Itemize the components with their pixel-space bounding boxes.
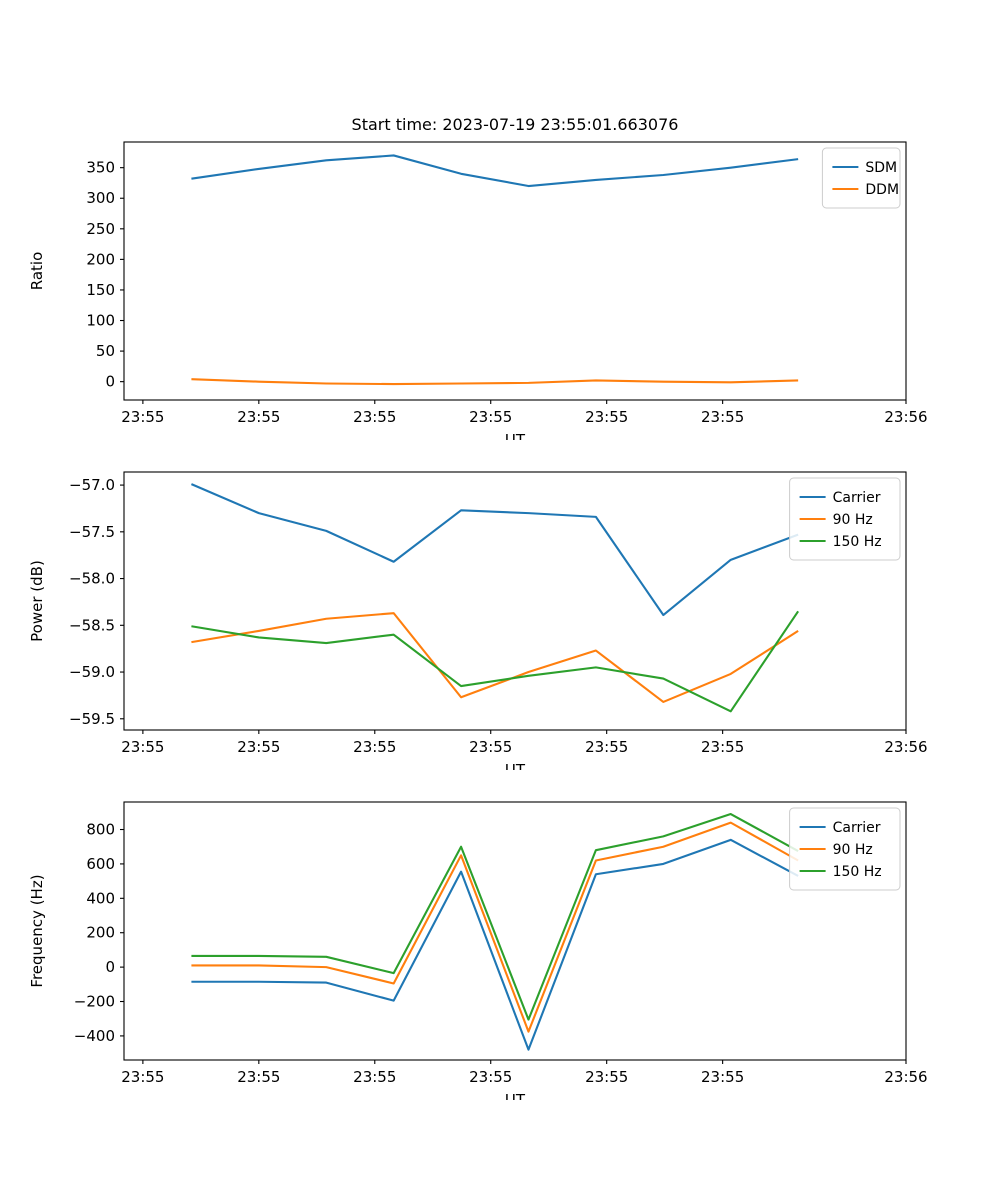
legend-label-carrier: Carrier <box>833 490 881 506</box>
series-line-150-hz <box>191 812 799 1021</box>
x-tick-label: 23:55 <box>469 738 512 756</box>
x-tick-label: 23:55 <box>237 738 280 756</box>
y-tick-label: 350 <box>86 159 115 177</box>
x-tick-label: 23:55 <box>353 408 396 426</box>
y-tick-label: −58.5 <box>69 616 115 634</box>
x-tick-label: 23:55 <box>237 1068 280 1086</box>
y-tick-label: 250 <box>86 220 115 238</box>
chart-title: Start time: 2023-07-19 23:55:01.663076 <box>352 115 679 134</box>
plot-frame <box>123 471 907 731</box>
legend-label-150-hz: 150 Hz <box>833 534 882 550</box>
y-tick-label: 400 <box>86 889 115 907</box>
x-tick-label: 23:55 <box>237 408 280 426</box>
x-tick-label: 23:55 <box>701 738 744 756</box>
y-axis-label: Frequency (Hz) <box>28 874 46 987</box>
y-tick-label: 200 <box>86 250 115 268</box>
series-line-150-hz <box>191 610 800 713</box>
x-tick-label: 23:55 <box>121 408 164 426</box>
y-tick-label: −58.0 <box>69 570 115 588</box>
series-line-carrier <box>191 838 799 1051</box>
legend-box <box>821 147 901 209</box>
x-tick-label: 23:55 <box>701 1068 744 1086</box>
ratio-chart-panel: Start time: 2023-07-19 23:55:01.663076 0 5… <box>0 110 1000 440</box>
x-tick-label: 23:55 <box>353 738 396 756</box>
x-tick-label: 23:55 <box>469 1068 512 1086</box>
frequency-chart-panel: −400 −200 0 200 400 600 800 23:55 23:55 23:55 23:5… <box>0 770 1000 1100</box>
plot-frame <box>123 141 907 401</box>
y-tick-label: 50 <box>96 342 115 360</box>
power-chart-panel: −59.5 −59.0 −58.5 −58.0 −57.5 −57.0 23:55 23:55… <box>0 440 1000 770</box>
legend-label-150-hz: 150 Hz <box>833 864 882 880</box>
y-tick-label: −57.5 <box>69 523 115 541</box>
frequency-panel: −400 −200 0 200 400 600 800 23:55 23:55 23:55 23:5… <box>28 801 928 1100</box>
legend-box <box>789 477 901 561</box>
x-tick-label: 23:55 <box>585 408 628 426</box>
legend-label-90-hz: 90 Hz <box>833 512 873 528</box>
x-axis-label: UT <box>505 1091 526 1100</box>
y-tick-label: 100 <box>86 312 115 330</box>
series-line-carrier <box>190 483 799 617</box>
plot-frame <box>123 801 907 1061</box>
x-tick-label: 23:55 <box>121 738 164 756</box>
ratio-panel: Start time: 2023-07-19 23:55:01.663076 0 5… <box>28 115 928 440</box>
x-tick-label: 23:55 <box>585 738 628 756</box>
y-tick-label: −59.5 <box>69 710 115 728</box>
legend-label-carrier: Carrier <box>833 820 881 836</box>
x-tick-label: 23:55 <box>585 1068 628 1086</box>
x-tick-label: 23:56 <box>884 738 927 756</box>
y-tick-label: 150 <box>86 281 115 299</box>
y-axis-label: Ratio <box>28 252 46 291</box>
x-tick-label: 23:55 <box>701 408 744 426</box>
series-line-sdm <box>191 154 799 188</box>
legend-label-90-hz: 90 Hz <box>833 842 873 858</box>
y-tick-label: 0 <box>105 958 115 976</box>
series-line-90-hz <box>191 821 799 1033</box>
y-tick-label: 800 <box>86 821 115 839</box>
x-tick-label: 23:55 <box>469 408 512 426</box>
y-tick-label: 200 <box>86 924 115 942</box>
x-axis-label: UT <box>505 761 526 770</box>
y-axis-label: Power (dB) <box>28 560 46 642</box>
series-line-90-hz <box>191 612 799 704</box>
y-tick-label: 0 <box>105 373 115 391</box>
y-tick-label: 300 <box>86 189 115 207</box>
series-line-ddm <box>191 378 799 386</box>
x-axis-label: UT <box>505 431 526 440</box>
y-tick-label: −59.0 <box>69 663 115 681</box>
y-tick-label: 600 <box>86 855 115 873</box>
y-tick-label: −57.0 <box>69 476 115 494</box>
power-panel: −59.5 −59.0 −58.5 −58.0 −57.5 −57.0 23:55 23:55… <box>28 471 928 770</box>
x-tick-label: 23:56 <box>884 1068 927 1086</box>
legend-label-ddm: DDM <box>865 182 899 198</box>
x-tick-label: 23:55 <box>121 1068 164 1086</box>
y-tick-label: −400 <box>74 1027 115 1045</box>
legend-box <box>789 807 901 891</box>
legend-label-sdm: SDM <box>865 160 897 176</box>
x-tick-label: 23:56 <box>884 408 927 426</box>
y-tick-label: −200 <box>74 993 115 1011</box>
x-tick-label: 23:55 <box>353 1068 396 1086</box>
